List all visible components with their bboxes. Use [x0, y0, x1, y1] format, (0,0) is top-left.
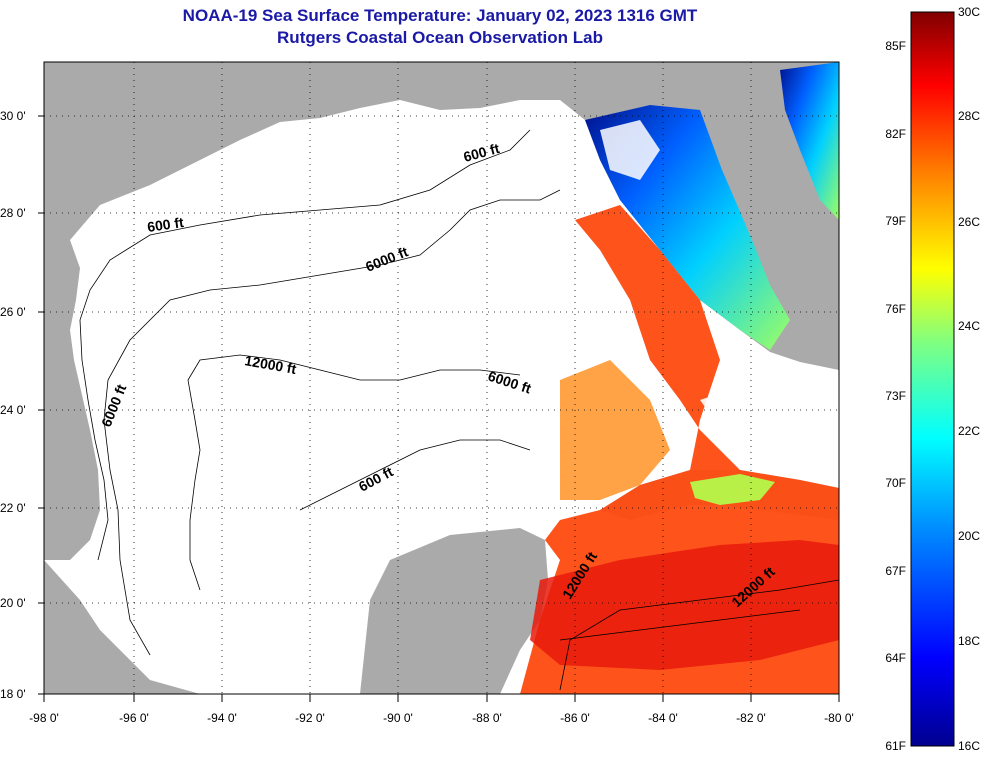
latitude-labels: 30 0' 28 0' 26 0' 24 0' 22 0' 20 0' 18 0… — [0, 109, 26, 701]
lon-label: -82 0' — [736, 711, 766, 725]
lon-label: -80 0' — [824, 711, 854, 725]
colorbar-celsius-labels: 30C 28C 26C 24C 22C 20C 18C 16C — [958, 5, 980, 753]
colorbar-fahrenheit-labels: 85F 82F 79F 76F 73F 70F 67F 64F 61F — [885, 39, 906, 753]
lon-label: -96 0' — [119, 711, 149, 725]
lat-label: 26 0' — [0, 305, 26, 319]
colorbar-f-label: 82F — [885, 127, 906, 141]
colorbar-c-label: 16C — [958, 739, 980, 753]
contour-label: 600 ft — [146, 214, 185, 235]
colorbar-f-label: 64F — [885, 651, 906, 665]
sst-green-patch — [690, 474, 775, 505]
colorbar-c-label: 26C — [958, 215, 980, 229]
cloud-patch — [600, 120, 660, 180]
colorbar-f-label: 70F — [885, 476, 906, 490]
lat-label: 22 0' — [0, 501, 26, 515]
map-title: NOAA-19 Sea Surface Temperature: January… — [182, 6, 698, 25]
sst-swath-orange — [560, 360, 670, 500]
colorbar-c-label: 20C — [958, 529, 980, 543]
colorbar-f-label: 79F — [885, 214, 906, 228]
lon-label: -88 0' — [472, 711, 502, 725]
lon-label: -84 0' — [648, 711, 678, 725]
lon-label: -92 0' — [295, 711, 325, 725]
lat-label: 28 0' — [0, 206, 26, 220]
lon-label: -98 0' — [29, 711, 59, 725]
yucatan-land — [360, 528, 548, 694]
lon-label: -86 0' — [560, 711, 590, 725]
lat-label: 30 0' — [0, 109, 26, 123]
longitude-labels: -98 0' -96 0' -94 0' -92 0' -90 0' -88 0… — [29, 711, 854, 725]
colorbar-f-label: 76F — [885, 302, 906, 316]
lon-label: -94 0' — [207, 711, 237, 725]
lat-label: 24 0' — [0, 403, 26, 417]
sst-atlantic-coast — [780, 62, 839, 220]
colorbar-c-label: 18C — [958, 634, 980, 648]
bathymetry-contours — [79, 129, 839, 691]
axis-ticks — [38, 115, 840, 702]
colorbar-f-label: 67F — [885, 564, 906, 578]
sst-swath-hot — [530, 540, 839, 670]
lon-label: -90 0' — [383, 711, 413, 725]
colorbar-c-label: 24C — [958, 319, 980, 333]
cloud-patch — [700, 375, 839, 460]
colorbar — [910, 11, 955, 747]
colorbar-f-label: 73F — [885, 389, 906, 403]
colorbar-c-label: 30C — [958, 5, 980, 19]
map-subtitle: Rutgers Coastal Ocean Observation Lab — [277, 28, 603, 47]
lat-label: 18 0' — [0, 687, 26, 701]
colorbar-c-label: 22C — [958, 424, 980, 438]
colorbar-f-label: 61F — [885, 739, 906, 753]
colorbar-c-label: 28C — [958, 109, 980, 123]
map-border — [43, 61, 840, 695]
lat-label: 20 0' — [0, 596, 26, 610]
colorbar-f-label: 85F — [885, 39, 906, 53]
graticule — [44, 62, 839, 694]
